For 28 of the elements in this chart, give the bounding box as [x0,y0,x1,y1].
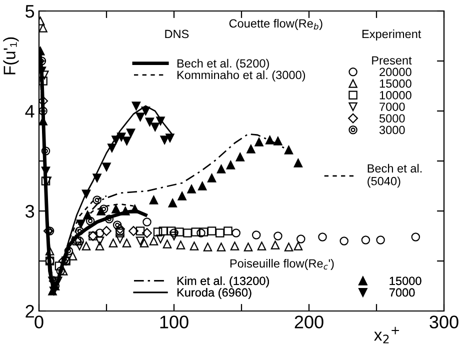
legend-label: 3000 [379,126,405,134]
legend-label: Komminaho et al. (3000) [177,70,306,82]
y-tick-label: 4 [25,105,34,118]
y-tick-label: 5 [26,5,34,18]
legend-label: Kim et al. (13200) [177,276,269,288]
x-tick-label: 100 [160,316,188,328]
legend-label: 7000 [380,102,405,111]
y-tick-label: 2 [26,304,34,318]
x-tick-label: 0 [34,316,44,328]
legend-label: 15000 [390,276,422,286]
x-axis-title: x$_{2}$$^{+}$ [374,326,399,344]
legend-label: 7000 [390,288,415,297]
y-tick-label: 3 [25,204,34,218]
legend-label: 20000 [380,68,412,76]
legend-label: Kuroda (6960) [177,288,252,299]
legend-label: 10000 [380,91,412,100]
annotation: Experiment [362,30,422,40]
legend-label: Bech et al. (5040) [368,164,422,188]
annotation: DNS [165,30,189,38]
y-axis-title: F(u'₁) [3,37,19,74]
annotation: Couette flow(Re$_{b}$) [229,18,322,30]
legend-label: Bech et al. (5200) [177,58,269,70]
annotation: Poiseuille flow(Re$_{c}$') [230,258,334,270]
legend-label: 5000 [379,114,405,123]
x-tick-label: 300 [430,316,458,328]
legend-title: Present [372,56,412,65]
x-tick-label: 200 [294,316,324,328]
legend-label: 15000 [380,79,412,88]
